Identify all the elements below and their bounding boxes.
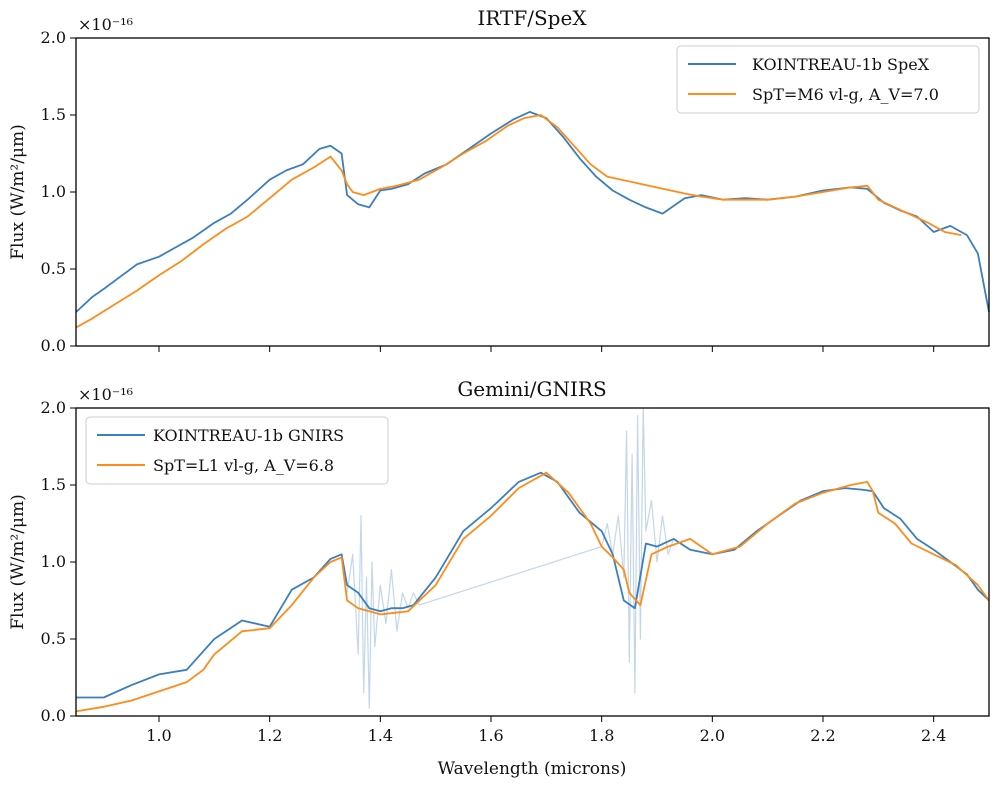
x-tick-label: 1.8: [589, 726, 614, 745]
y-tick-label: 0.0: [41, 706, 66, 725]
series-layer: [75, 111, 990, 329]
y-axis-label: Flux (W/m²/μm): [8, 124, 28, 259]
legend-label-m6: SpT=M6 vl-g, A_V=7.0: [752, 85, 939, 104]
y-tick-label: 1.5: [41, 105, 66, 124]
legend-label-spex: KOINTREAU-1b SpeX: [752, 55, 930, 74]
y-tick-label: 1.0: [41, 182, 66, 201]
x-tick-label: 1.4: [368, 726, 393, 745]
panel-title: IRTF/SpeX: [477, 6, 587, 30]
y-axis-label: Flux (W/m²/μm): [8, 494, 28, 629]
y-tick-label: 0.5: [41, 259, 66, 278]
x-ticks: [158, 346, 935, 352]
plot-frame: [75, 407, 990, 717]
series-line-spt-m6-vl-g-a-v-7-0: [75, 114, 962, 329]
panel-gemini-gnirs: Gemini/GNIRS ×10⁻¹⁶ Flux (W/m²/μm) Wavel…: [8, 377, 990, 779]
series-line-kointreau-1b-spex: [75, 111, 990, 313]
legend-box: [676, 45, 980, 114]
y-tick-label: 1.5: [41, 475, 66, 494]
y-tick-label: 2.0: [41, 398, 66, 417]
y-tick-label: 0.5: [41, 629, 66, 648]
x-tick-label: 1.2: [257, 726, 282, 745]
y-tick-label: 2.0: [41, 28, 66, 47]
x-tick-label: 1.0: [146, 726, 171, 745]
x-tick-label: 2.4: [921, 726, 946, 745]
y-multiplier: ×10⁻¹⁶: [78, 385, 133, 404]
legend: KOINTREAU-1b GNIRS SpT=L1 vl-g, A_V=6.8: [85, 416, 389, 485]
x-ticks: 1.0 1.2 1.4 1.6 1.8 2.0 2.2 2.4: [146, 716, 946, 745]
x-tick-label: 2.2: [810, 726, 835, 745]
legend: KOINTREAU-1b SpeX SpT=M6 vl-g, A_V=7.0: [676, 45, 980, 114]
y-tick-label: 0.0: [41, 336, 66, 355]
y-multiplier: ×10⁻¹⁶: [78, 15, 133, 34]
y-ticks: 0.0 0.5 1.0 1.5 2.0: [41, 28, 76, 355]
panel-irtf-spex: IRTF/SpeX ×10⁻¹⁶ Flux (W/m²/μm) 0.0 0.5 1.…: [8, 6, 990, 355]
series-line-masked-telluric-2: [346, 407, 675, 709]
legend-label-l1: SpT=L1 vl-g, A_V=6.8: [153, 456, 334, 475]
series-line-spt-l1-vl-g-a-v-6-8: [75, 471, 990, 713]
series-layer: [75, 407, 990, 713]
y-tick-label: 1.0: [41, 552, 66, 571]
x-tick-label: 1.6: [478, 726, 503, 745]
x-tick-label: 2.0: [700, 726, 725, 745]
legend-label-gnirs: KOINTREAU-1b GNIRS: [153, 426, 344, 445]
panel-title: Gemini/GNIRS: [457, 377, 606, 401]
legend-box: [85, 416, 389, 485]
plot-frame: [75, 37, 990, 347]
series-line-kointreau-1b-gnirs: [76, 471, 990, 699]
x-axis-label: Wavelength (microns): [438, 759, 627, 779]
y-ticks: 0.0 0.5 1.0 1.5 2.0: [41, 398, 76, 725]
